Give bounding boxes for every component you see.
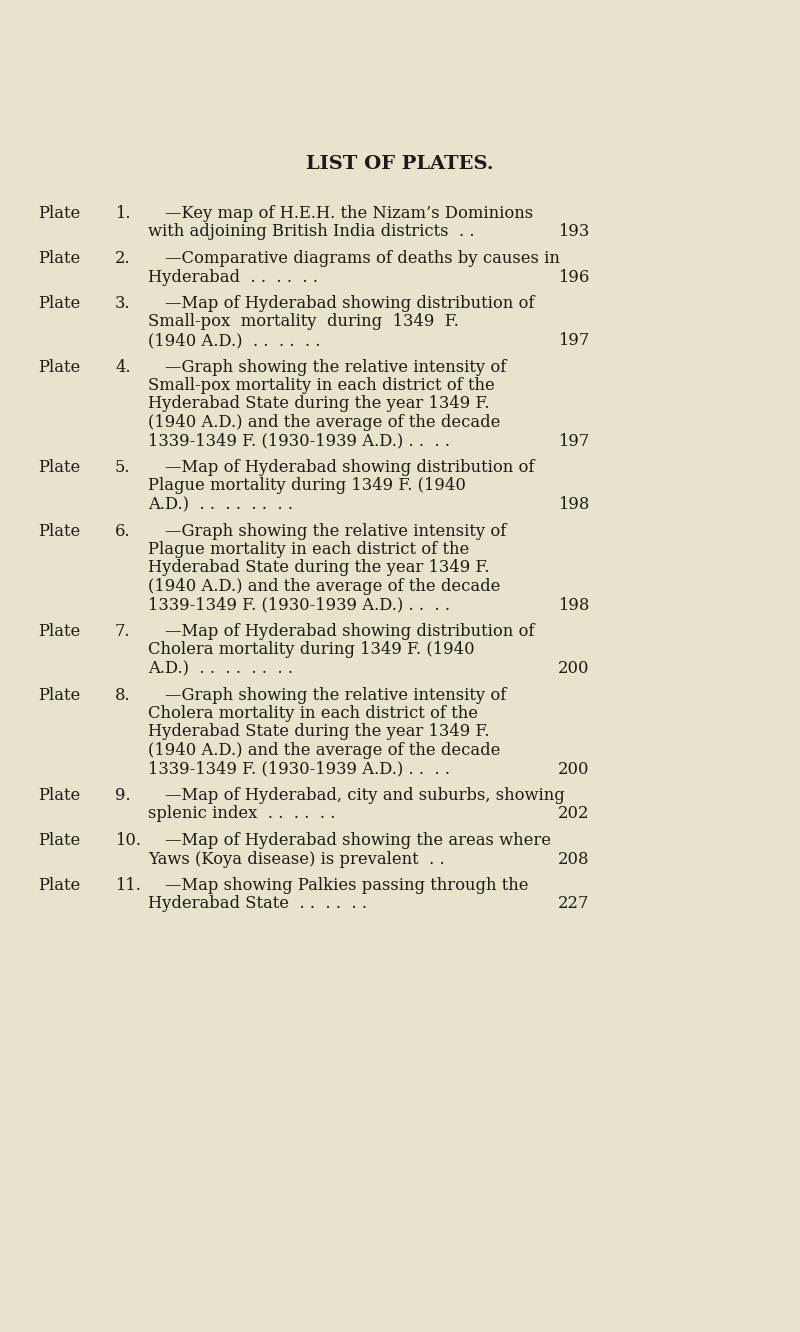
Text: 1.: 1. xyxy=(115,205,130,222)
Text: 200: 200 xyxy=(558,761,590,778)
Text: 198: 198 xyxy=(558,597,590,614)
Text: 1339-1349 F. (1930-1939 A.D.) . .  . .: 1339-1349 F. (1930-1939 A.D.) . . . . xyxy=(148,433,450,449)
Text: 5.: 5. xyxy=(115,460,130,476)
Text: 6.: 6. xyxy=(115,522,130,539)
Text: with adjoining British India districts  . .: with adjoining British India districts .… xyxy=(148,224,474,241)
Text: —Map of Hyderabad, city and suburbs, showing: —Map of Hyderabad, city and suburbs, sho… xyxy=(165,787,565,805)
Text: 4.: 4. xyxy=(115,358,130,376)
Text: Small-pox  mortality  during  1349  F.: Small-pox mortality during 1349 F. xyxy=(148,313,459,330)
Text: Hyderabad State during the year 1349 F.: Hyderabad State during the year 1349 F. xyxy=(148,723,490,741)
Text: (1940 A.D.)  . .  . .  . .: (1940 A.D.) . . . . . . xyxy=(148,332,321,349)
Text: Hyderabad State during the year 1349 F.: Hyderabad State during the year 1349 F. xyxy=(148,559,490,577)
Text: Cholera mortality during 1349 F. (1940: Cholera mortality during 1349 F. (1940 xyxy=(148,642,474,658)
Text: Plate: Plate xyxy=(38,522,80,539)
Text: 1339-1349 F. (1930-1939 A.D.) . .  . .: 1339-1349 F. (1930-1939 A.D.) . . . . xyxy=(148,597,450,614)
Text: splenic index  . .  . .  . .: splenic index . . . . . . xyxy=(148,806,335,822)
Text: Plate: Plate xyxy=(38,832,80,848)
Text: 9.: 9. xyxy=(115,787,130,805)
Text: Plague mortality in each district of the: Plague mortality in each district of the xyxy=(148,541,470,558)
Text: 200: 200 xyxy=(558,659,590,677)
Text: Plate: Plate xyxy=(38,460,80,476)
Text: Plate: Plate xyxy=(38,358,80,376)
Text: Plate: Plate xyxy=(38,294,80,312)
Text: Cholera mortality in each district of the: Cholera mortality in each district of th… xyxy=(148,705,478,722)
Text: (1940 A.D.) and the average of the decade: (1940 A.D.) and the average of the decad… xyxy=(148,578,500,595)
Text: 3.: 3. xyxy=(115,294,130,312)
Text: —Key map of H.E.H. the Nizam’s Dominions: —Key map of H.E.H. the Nizam’s Dominions xyxy=(165,205,533,222)
Text: 10.: 10. xyxy=(115,832,141,848)
Text: Plate: Plate xyxy=(38,686,80,703)
Text: —Map showing Palkies passing through the: —Map showing Palkies passing through the xyxy=(165,876,529,894)
Text: (1940 A.D.) and the average of the decade: (1940 A.D.) and the average of the decad… xyxy=(148,414,500,432)
Text: A.D.)  . .  . .  . .  . .: A.D.) . . . . . . . . xyxy=(148,496,293,513)
Text: —Comparative diagrams of deaths by causes in: —Comparative diagrams of deaths by cause… xyxy=(165,250,560,266)
Text: —Map of Hyderabad showing the areas where: —Map of Hyderabad showing the areas wher… xyxy=(165,832,551,848)
Text: 7.: 7. xyxy=(115,623,130,639)
Text: Plate: Plate xyxy=(38,787,80,805)
Text: A.D.)  . .  . .  . .  . .: A.D.) . . . . . . . . xyxy=(148,659,293,677)
Text: Plate: Plate xyxy=(38,205,80,222)
Text: 197: 197 xyxy=(558,433,590,449)
Text: Plate: Plate xyxy=(38,876,80,894)
Text: 202: 202 xyxy=(558,806,590,822)
Text: —Map of Hyderabad showing distribution of: —Map of Hyderabad showing distribution o… xyxy=(165,623,534,639)
Text: Hyderabad State during the year 1349 F.: Hyderabad State during the year 1349 F. xyxy=(148,396,490,413)
Text: 198: 198 xyxy=(558,496,590,513)
Text: 196: 196 xyxy=(558,269,590,285)
Text: 208: 208 xyxy=(558,851,590,867)
Text: 2.: 2. xyxy=(115,250,130,266)
Text: 8.: 8. xyxy=(115,686,130,703)
Text: —Map of Hyderabad showing distribution of: —Map of Hyderabad showing distribution o… xyxy=(165,460,534,476)
Text: LIST OF PLATES.: LIST OF PLATES. xyxy=(306,155,494,173)
Text: 227: 227 xyxy=(558,895,590,912)
Text: Small-pox mortality in each district of the: Small-pox mortality in each district of … xyxy=(148,377,494,394)
Text: 11.: 11. xyxy=(115,876,141,894)
Text: 193: 193 xyxy=(558,224,590,241)
Text: 197: 197 xyxy=(558,332,590,349)
Text: —Map of Hyderabad showing distribution of: —Map of Hyderabad showing distribution o… xyxy=(165,294,534,312)
Text: Plate: Plate xyxy=(38,250,80,266)
Text: Plate: Plate xyxy=(38,623,80,639)
Text: (1940 A.D.) and the average of the decade: (1940 A.D.) and the average of the decad… xyxy=(148,742,500,759)
Text: —Graph showing the relative intensity of: —Graph showing the relative intensity of xyxy=(165,686,506,703)
Text: 1339-1349 F. (1930-1939 A.D.) . .  . .: 1339-1349 F. (1930-1939 A.D.) . . . . xyxy=(148,761,450,778)
Text: Yaws (Koya disease) is prevalent  . .: Yaws (Koya disease) is prevalent . . xyxy=(148,851,445,867)
Text: —Graph showing the relative intensity of: —Graph showing the relative intensity of xyxy=(165,358,506,376)
Text: Plague mortality during 1349 F. (1940: Plague mortality during 1349 F. (1940 xyxy=(148,477,466,494)
Text: Hyderabad  . .  . .  . .: Hyderabad . . . . . . xyxy=(148,269,318,285)
Text: —Graph showing the relative intensity of: —Graph showing the relative intensity of xyxy=(165,522,506,539)
Text: Hyderabad State  . .  . .  . .: Hyderabad State . . . . . . xyxy=(148,895,367,912)
